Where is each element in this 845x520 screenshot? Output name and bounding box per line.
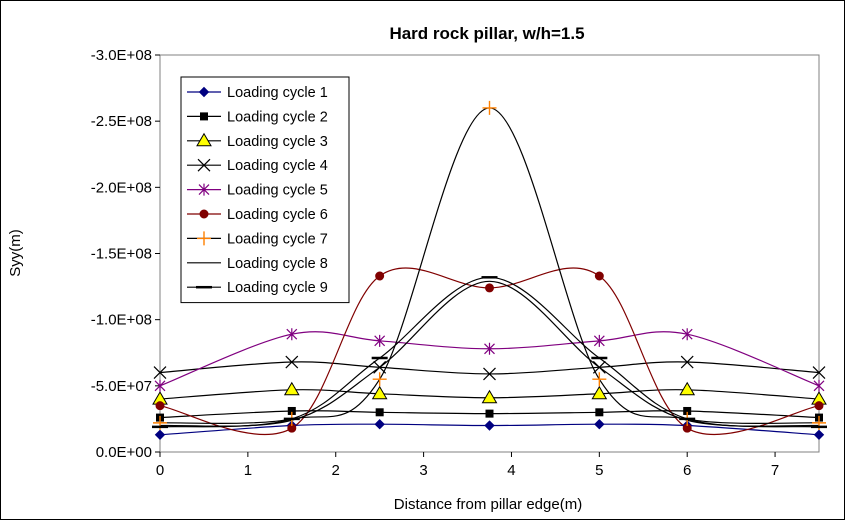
data-point-series-5: [484, 342, 495, 355]
data-point-series-7: [482, 100, 497, 115]
legend-label: Loading cycle 1: [227, 85, 328, 101]
data-point-series-3: [481, 389, 498, 404]
legend-label: Loading cycle 5: [227, 183, 328, 199]
data-point-series-5: [374, 334, 386, 347]
data-point-series-4: [483, 367, 496, 381]
data-point-series-5: [154, 379, 166, 392]
legend-marker: [198, 86, 210, 98]
data-point-series-6: [485, 283, 494, 293]
series-markers: [152, 100, 827, 441]
x-tick-label: 5: [595, 462, 603, 479]
data-point-series-3: [371, 385, 388, 400]
legend-label: Loading cycle 2: [227, 109, 328, 125]
chart-title: Hard rock pillar, w/h=1.5: [389, 24, 584, 43]
data-point-series-2: [485, 409, 494, 418]
data-point-series-3: [679, 381, 696, 396]
data-point-series-5: [286, 328, 298, 341]
data-point-series-7: [372, 372, 387, 387]
legend-marker: [199, 209, 209, 219]
legend-marker: [200, 112, 208, 121]
x-tick-label: 4: [507, 462, 515, 479]
data-point-series-6: [594, 271, 604, 281]
data-point-series-4: [285, 355, 299, 369]
legend-marker: [197, 231, 211, 246]
y-tick-label: -1.0E+08: [91, 312, 152, 329]
data-point-series-6: [155, 401, 165, 411]
legend-label: Loading cycle 8: [227, 256, 328, 272]
y-axis-label: Syy(m): [7, 229, 24, 277]
y-tick-label: -3.0E+08: [91, 47, 152, 64]
data-point-series-4: [592, 360, 606, 374]
data-point-series-2: [375, 408, 384, 417]
data-point-series-3: [591, 385, 608, 400]
legend-marker: [196, 132, 212, 147]
data-point-series-3: [283, 381, 300, 396]
data-point-series-4: [153, 366, 167, 380]
legend: Loading cycle 1 Loading cycle 2 Loading cy…: [180, 76, 350, 304]
y-tick-label: -5.0E+07: [91, 378, 152, 395]
data-point-series-5: [813, 379, 825, 392]
legend-label: Loading cycle 9: [227, 280, 328, 296]
data-point-series-1: [813, 429, 825, 441]
data-point-series-1: [374, 419, 385, 430]
legend-marker: [197, 158, 211, 172]
axis-ticks: 0.0E+00 -5.0E+07 -1.0E+08 -1.5E+08 -2.0E+08 -…: [91, 47, 780, 479]
y-tick-label: -2.5E+08: [91, 113, 152, 130]
data-point-series-1: [484, 420, 495, 431]
data-point-series-5: [593, 334, 605, 347]
data-point-series-4: [680, 355, 694, 369]
data-point-series-6: [375, 271, 385, 281]
data-point-series-4: [373, 360, 387, 374]
legend-label: Loading cycle 6: [227, 207, 328, 223]
x-tick-label: 6: [683, 462, 691, 479]
y-tick-label: -1.5E+08: [91, 246, 152, 263]
data-point-series-2: [595, 408, 604, 417]
x-tick-label: 1: [244, 462, 252, 479]
legend-label: Loading cycle 3: [227, 134, 328, 150]
y-tick-label: -2.0E+08: [91, 179, 152, 196]
x-axis-label: Distance from pillar edge(m): [394, 496, 582, 513]
x-tick-label: 7: [771, 462, 779, 479]
legend-label: Loading cycle 4: [227, 158, 328, 174]
legend-label: Loading cycle 7: [227, 231, 328, 247]
x-tick-label: 0: [156, 462, 164, 479]
y-tick-label: 0.0E+00: [96, 444, 152, 461]
x-tick-label: 3: [419, 462, 427, 479]
data-point-series-7: [592, 372, 607, 387]
data-point-series-1: [154, 429, 166, 441]
data-point-series-6: [814, 401, 824, 411]
x-tick-label: 2: [332, 462, 340, 479]
data-point-series-1: [594, 419, 605, 430]
data-point-series-5: [681, 328, 693, 341]
data-point-series-4: [812, 366, 826, 380]
legend-marker: [198, 183, 210, 196]
